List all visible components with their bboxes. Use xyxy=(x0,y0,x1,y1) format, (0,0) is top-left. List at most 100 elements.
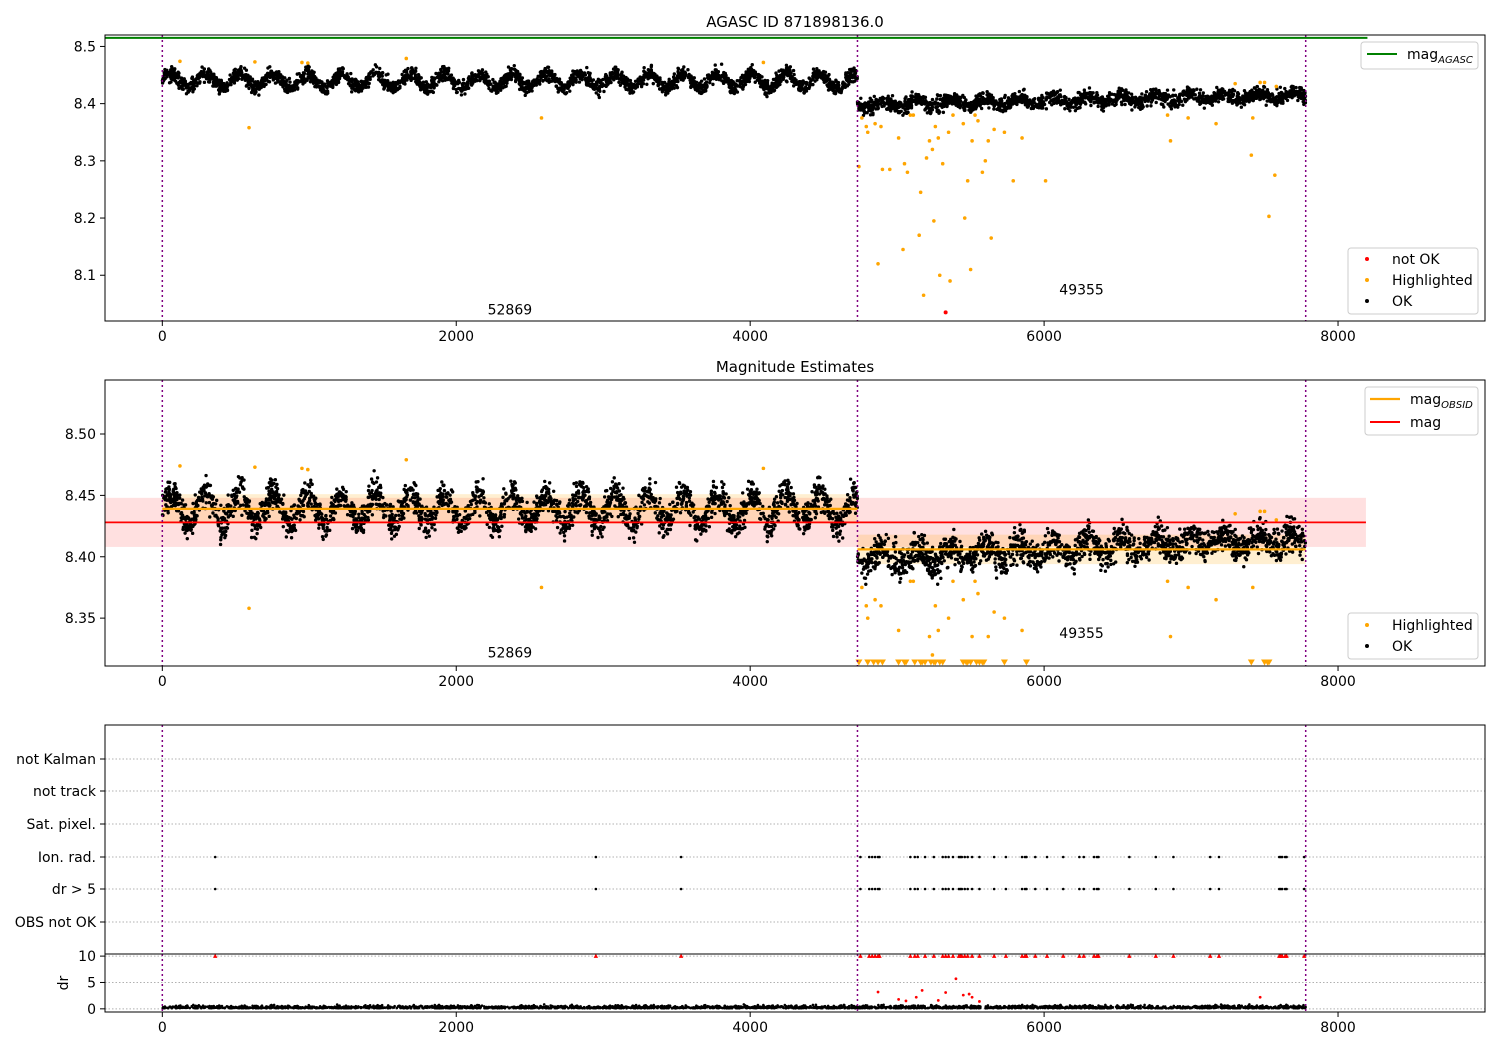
ok-point xyxy=(800,87,804,92)
ok-point xyxy=(1207,99,1211,104)
ok-point xyxy=(1171,94,1175,98)
ok-point xyxy=(1231,94,1235,98)
ok-point xyxy=(455,90,459,94)
ok-point xyxy=(804,89,809,93)
ok-point xyxy=(935,97,939,101)
ok-point xyxy=(1129,100,1134,104)
ok-point xyxy=(1093,96,1097,101)
ok-point xyxy=(1017,89,1022,94)
ok-point xyxy=(821,72,825,77)
highlighted-point xyxy=(247,125,251,130)
ok-point xyxy=(835,84,839,89)
ok-point xyxy=(665,82,669,86)
ok-point xyxy=(1005,99,1010,103)
ok-point xyxy=(871,111,875,115)
ok-point xyxy=(542,69,546,73)
ok-point xyxy=(773,82,778,87)
ok-point xyxy=(515,73,520,77)
ok-point xyxy=(676,67,681,71)
ok-point xyxy=(1157,88,1161,93)
ok-point xyxy=(978,104,982,108)
ok-point xyxy=(371,68,375,72)
ok-point xyxy=(832,89,836,93)
ok-point xyxy=(1296,98,1300,103)
ok-point xyxy=(181,81,185,86)
ok-point xyxy=(225,81,229,85)
ok-point xyxy=(504,84,508,88)
ok-point xyxy=(1163,98,1167,102)
ok-point xyxy=(336,75,341,79)
ok-point xyxy=(765,78,770,83)
ok-point xyxy=(904,95,908,99)
ok-point xyxy=(844,75,848,80)
ok-point xyxy=(413,73,418,77)
ok-point xyxy=(350,90,354,94)
ok-point xyxy=(1144,90,1149,94)
highlighted-point xyxy=(965,179,970,183)
ok-point xyxy=(203,494,207,498)
ok-point xyxy=(249,90,254,95)
ok-point xyxy=(825,75,829,79)
ok-point xyxy=(191,83,196,88)
ok-point xyxy=(1027,101,1031,106)
ok-point xyxy=(176,83,181,87)
ok-point xyxy=(791,84,796,88)
ok-point xyxy=(590,83,595,88)
ok-point xyxy=(536,513,541,517)
ok-point xyxy=(1096,104,1100,109)
ok-point xyxy=(1165,88,1170,92)
highlighted-point xyxy=(986,139,991,143)
ok-point xyxy=(731,89,735,93)
ok-point xyxy=(740,85,745,90)
highlighted-point xyxy=(880,167,885,172)
ok-point xyxy=(679,71,684,75)
ok-point xyxy=(268,71,273,75)
highlighted-point xyxy=(983,159,988,163)
ok-point xyxy=(676,71,681,75)
ok-point xyxy=(1102,99,1106,103)
ok-point xyxy=(409,78,413,83)
ok-point xyxy=(682,65,686,69)
highlighted-point xyxy=(1002,130,1007,135)
ok-point xyxy=(1289,85,1293,89)
obsid-label: 52869 xyxy=(488,303,533,319)
ok-point xyxy=(936,108,940,113)
ok-point xyxy=(1096,101,1100,105)
ok-point xyxy=(1055,90,1060,94)
ok-point xyxy=(829,497,833,501)
ok-point xyxy=(1198,102,1202,106)
highlighted-point xyxy=(873,121,877,126)
ok-point xyxy=(1100,108,1104,112)
ok-point xyxy=(967,108,971,112)
ok-point xyxy=(245,77,250,81)
ok-point xyxy=(853,75,857,80)
y-tick-label: 8.1 xyxy=(74,268,96,284)
ok-point xyxy=(1236,99,1240,103)
ok-point xyxy=(619,73,623,77)
ok-point xyxy=(639,84,644,89)
ok-point xyxy=(971,103,975,107)
ok-point xyxy=(434,71,438,76)
ok-point xyxy=(590,533,594,537)
ok-point xyxy=(686,68,690,72)
ok-point xyxy=(941,110,946,115)
ok-point xyxy=(512,63,516,68)
ok-point xyxy=(714,68,718,72)
ok-point xyxy=(273,81,278,85)
ok-point xyxy=(927,106,932,110)
ok-point xyxy=(857,101,861,105)
ok-point xyxy=(315,78,319,82)
ok-point xyxy=(280,75,285,79)
highlighted-point xyxy=(865,130,870,135)
ok-point xyxy=(415,495,420,499)
ok-point xyxy=(620,70,624,74)
ok-point xyxy=(984,101,989,105)
ok-point xyxy=(1216,100,1221,104)
ok-point xyxy=(317,84,321,88)
ok-point xyxy=(1153,94,1157,98)
ok-point xyxy=(771,85,775,89)
ok-point xyxy=(726,77,730,81)
ok-point xyxy=(949,96,953,100)
ok-point xyxy=(186,90,191,94)
ok-point xyxy=(1023,93,1027,98)
